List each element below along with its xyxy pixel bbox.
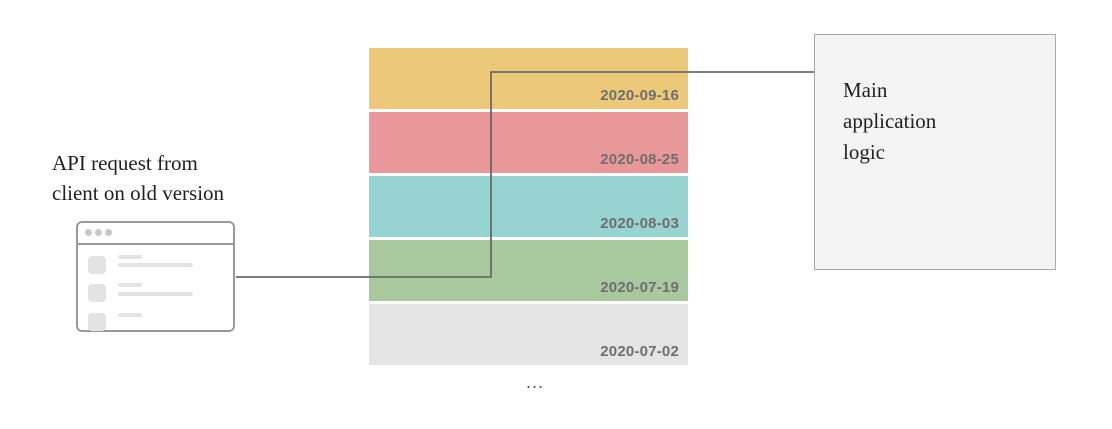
client-window-icon [76, 221, 235, 332]
version-date: 2020-07-19 [600, 279, 679, 296]
version-date: 2020-07-02 [600, 343, 679, 360]
version-band: 2020-08-03 [369, 176, 688, 237]
main-logic-label-line-1: Main [843, 78, 888, 102]
version-band: 2020-08-25 [369, 112, 688, 173]
window-dot-icon [95, 229, 102, 236]
version-band: 2020-07-02 [369, 304, 688, 365]
version-date: 2020-09-16 [600, 87, 679, 104]
client-caption: API request from client on old version [52, 148, 312, 208]
version-date: 2020-08-25 [600, 151, 679, 168]
more-versions-ellipsis: ... [526, 372, 545, 392]
window-dot-icon [85, 229, 92, 236]
list-row-line [118, 263, 193, 267]
version-band: 2020-09-16 [369, 48, 688, 109]
api-version-stack: 2020-09-16 2020-08-25 2020-08-03 2020-07… [369, 48, 688, 368]
main-logic-label: Main application logic [843, 75, 936, 168]
client-caption-line-2: client on old version [52, 181, 225, 205]
main-logic-label-line-3: logic [843, 140, 885, 164]
list-row-line [118, 255, 142, 259]
list-row-line [118, 313, 142, 317]
list-row-avatar-icon [88, 256, 106, 274]
main-logic-label-line-2: application [843, 109, 937, 133]
version-date: 2020-08-03 [600, 215, 679, 232]
window-dot-icon [105, 229, 112, 236]
list-row-avatar-icon [88, 284, 106, 302]
list-row-line [118, 283, 142, 287]
client-caption-line-1: API request from [52, 151, 198, 175]
list-row-avatar-icon [88, 313, 106, 331]
window-titlebar [78, 223, 233, 245]
list-row-line [118, 292, 193, 296]
version-band: 2020-07-19 [369, 240, 688, 301]
main-application-logic-box: Main application logic [814, 34, 1056, 270]
